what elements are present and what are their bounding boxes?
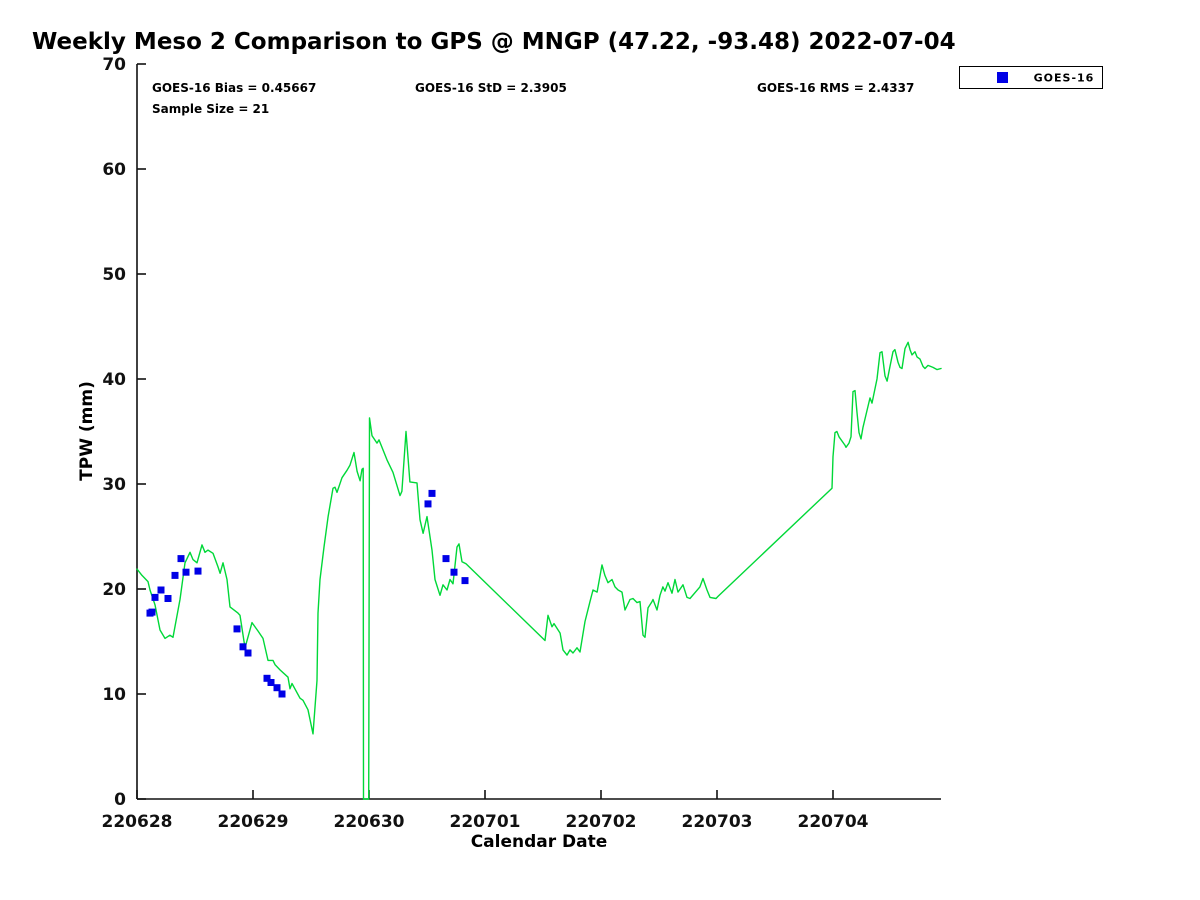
goes16-marker xyxy=(239,643,247,651)
y-tick-label: 70 xyxy=(102,55,126,75)
goes16-marker xyxy=(450,568,458,576)
y-tick-label: 0 xyxy=(114,790,126,810)
goes16-marker xyxy=(267,679,275,686)
x-axis-label: Calendar Date xyxy=(470,832,608,852)
goes16-marker xyxy=(244,649,252,657)
goes16-marker xyxy=(263,674,271,682)
goes16-marker xyxy=(182,568,190,576)
stat-goes16-rms: GOES-16 RMS = 2.4337 xyxy=(757,81,915,95)
x-tick-label: 220630 xyxy=(334,812,405,832)
legend-goes16-marker-icon xyxy=(997,72,1008,83)
goes16-marker xyxy=(233,625,241,633)
y-tick-label: 50 xyxy=(102,265,126,285)
stat-sample-size: Sample Size = 21 xyxy=(152,102,270,116)
y-tick-label: 30 xyxy=(102,475,126,495)
goes16-marker xyxy=(428,489,436,497)
goes16-marker xyxy=(177,555,185,563)
goes16-marker xyxy=(273,684,281,692)
y-tick-label: 10 xyxy=(102,685,126,705)
legend-goes16-label: GOES-16 xyxy=(1033,71,1095,84)
goes16-marker xyxy=(171,571,179,579)
x-tick-label: 220702 xyxy=(566,812,637,832)
x-tick-label: 220629 xyxy=(218,812,289,832)
y-axis-label: TPW (mm) xyxy=(77,381,97,481)
x-tick-label: 220701 xyxy=(450,812,521,832)
gps-tpw-line xyxy=(136,341,942,800)
plot-area: 0 10 20 30 40 50 60 70 220628 220629 220630 220701 2… xyxy=(102,55,942,832)
x-tick-label: 220628 xyxy=(102,812,173,832)
chart-title: Weekly Meso 2 Comparison to GPS @ MNGP (… xyxy=(32,29,956,55)
goes16-marker xyxy=(164,595,172,602)
y-tick-label: 20 xyxy=(102,580,126,600)
goes16-marker xyxy=(157,586,165,594)
x-tick-label: 220703 xyxy=(682,812,753,832)
x-tick-label: 220704 xyxy=(798,812,869,832)
stat-goes16-std: GOES-16 StD = 2.3905 xyxy=(415,81,567,95)
goes16-marker xyxy=(461,577,469,585)
goes16-marker xyxy=(424,500,432,508)
goes16-marker xyxy=(194,567,202,575)
goes16-marker xyxy=(278,690,286,698)
legend: GOES-16 xyxy=(959,66,1103,89)
goes16-marker xyxy=(442,555,450,563)
goes16-marker xyxy=(151,593,159,601)
y-tick-label: 40 xyxy=(102,370,126,390)
goes16-marker xyxy=(148,608,156,616)
stat-goes16-bias: GOES-16 Bias = 0.45667 xyxy=(152,81,317,95)
y-tick-label: 60 xyxy=(102,160,126,180)
